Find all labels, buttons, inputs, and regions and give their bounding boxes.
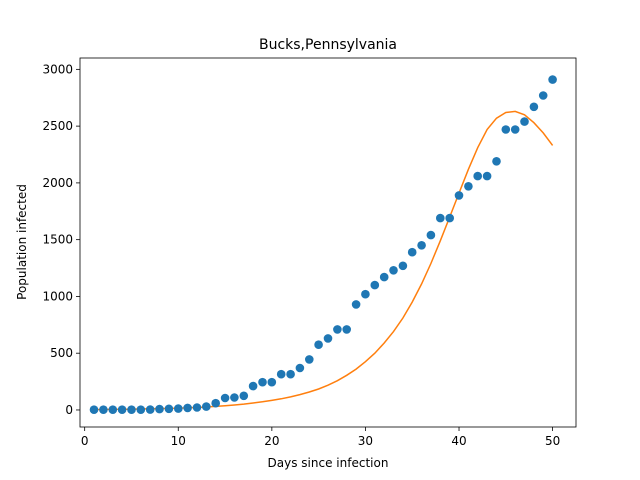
data-point bbox=[164, 404, 174, 414]
plot-area bbox=[79, 57, 577, 428]
data-point bbox=[155, 404, 164, 414]
data-point bbox=[192, 403, 202, 412]
data-point bbox=[99, 405, 108, 415]
y-tick-label: 2000 bbox=[42, 176, 73, 190]
data-point bbox=[117, 405, 127, 415]
x-tick-label: 20 bbox=[264, 434, 279, 448]
data-point bbox=[370, 280, 380, 290]
data-point bbox=[211, 398, 220, 408]
x-tick-label: 50 bbox=[545, 434, 560, 448]
data-point bbox=[389, 266, 398, 275]
data-point bbox=[89, 405, 99, 415]
x-tick-label: 30 bbox=[358, 434, 373, 448]
y-axis-label: Population infected bbox=[15, 184, 29, 300]
chart-title: Bucks,Pennsylvania bbox=[259, 37, 397, 53]
y-tick-label: 1500 bbox=[42, 233, 73, 247]
data-point bbox=[445, 213, 455, 223]
data-point bbox=[333, 325, 342, 334]
y-tick-label: 2500 bbox=[42, 119, 73, 133]
data-point bbox=[305, 355, 314, 364]
data-point bbox=[342, 325, 352, 334]
data-point bbox=[454, 191, 464, 200]
data-point bbox=[295, 363, 305, 373]
data-point bbox=[473, 171, 483, 181]
data-point bbox=[351, 300, 361, 309]
y-tick-label: 1000 bbox=[42, 289, 73, 303]
data-point bbox=[464, 182, 473, 191]
data-point bbox=[258, 377, 267, 387]
data-point bbox=[286, 369, 295, 379]
x-axis-label: Days since infection bbox=[268, 456, 389, 470]
data-point bbox=[108, 405, 118, 415]
data-point bbox=[529, 102, 539, 112]
data-point bbox=[426, 230, 436, 240]
series-line bbox=[93, 110, 554, 411]
y-tick-label: 500 bbox=[50, 346, 73, 360]
data-point bbox=[323, 334, 333, 343]
plot-frame bbox=[79, 57, 577, 428]
x-tick-label: 10 bbox=[171, 434, 186, 448]
x-tick-label: 40 bbox=[451, 434, 466, 448]
data-point bbox=[398, 261, 408, 271]
data-point bbox=[136, 405, 146, 415]
y-axis: 0 500 1000 1500 2000 2500 3000 bbox=[42, 62, 80, 417]
y-tick-label: 3000 bbox=[42, 62, 73, 76]
data-point bbox=[220, 393, 230, 403]
data-point bbox=[361, 289, 370, 299]
data-point bbox=[230, 393, 239, 402]
data-point bbox=[267, 377, 277, 387]
data-point bbox=[501, 125, 511, 134]
data-point bbox=[379, 272, 389, 282]
data-point bbox=[548, 75, 557, 84]
data-point bbox=[174, 404, 183, 413]
data-point bbox=[520, 117, 529, 126]
data-point bbox=[417, 241, 426, 250]
data-point bbox=[239, 391, 249, 401]
data-point bbox=[482, 171, 492, 181]
data-point bbox=[248, 381, 258, 391]
data-point bbox=[183, 403, 192, 413]
data-point bbox=[538, 91, 548, 100]
data-point bbox=[510, 125, 520, 134]
data-point bbox=[314, 340, 323, 350]
data-point bbox=[436, 213, 445, 223]
data-point bbox=[276, 369, 286, 379]
x-axis: 0 10 20 30 40 50 bbox=[81, 427, 560, 448]
data-point bbox=[127, 405, 136, 415]
data-point bbox=[407, 247, 417, 257]
data-point bbox=[145, 405, 155, 414]
x-tick-label: 0 bbox=[81, 434, 89, 448]
data-point bbox=[492, 157, 501, 166]
y-tick-label: 0 bbox=[65, 403, 73, 417]
data-point bbox=[202, 402, 211, 411]
